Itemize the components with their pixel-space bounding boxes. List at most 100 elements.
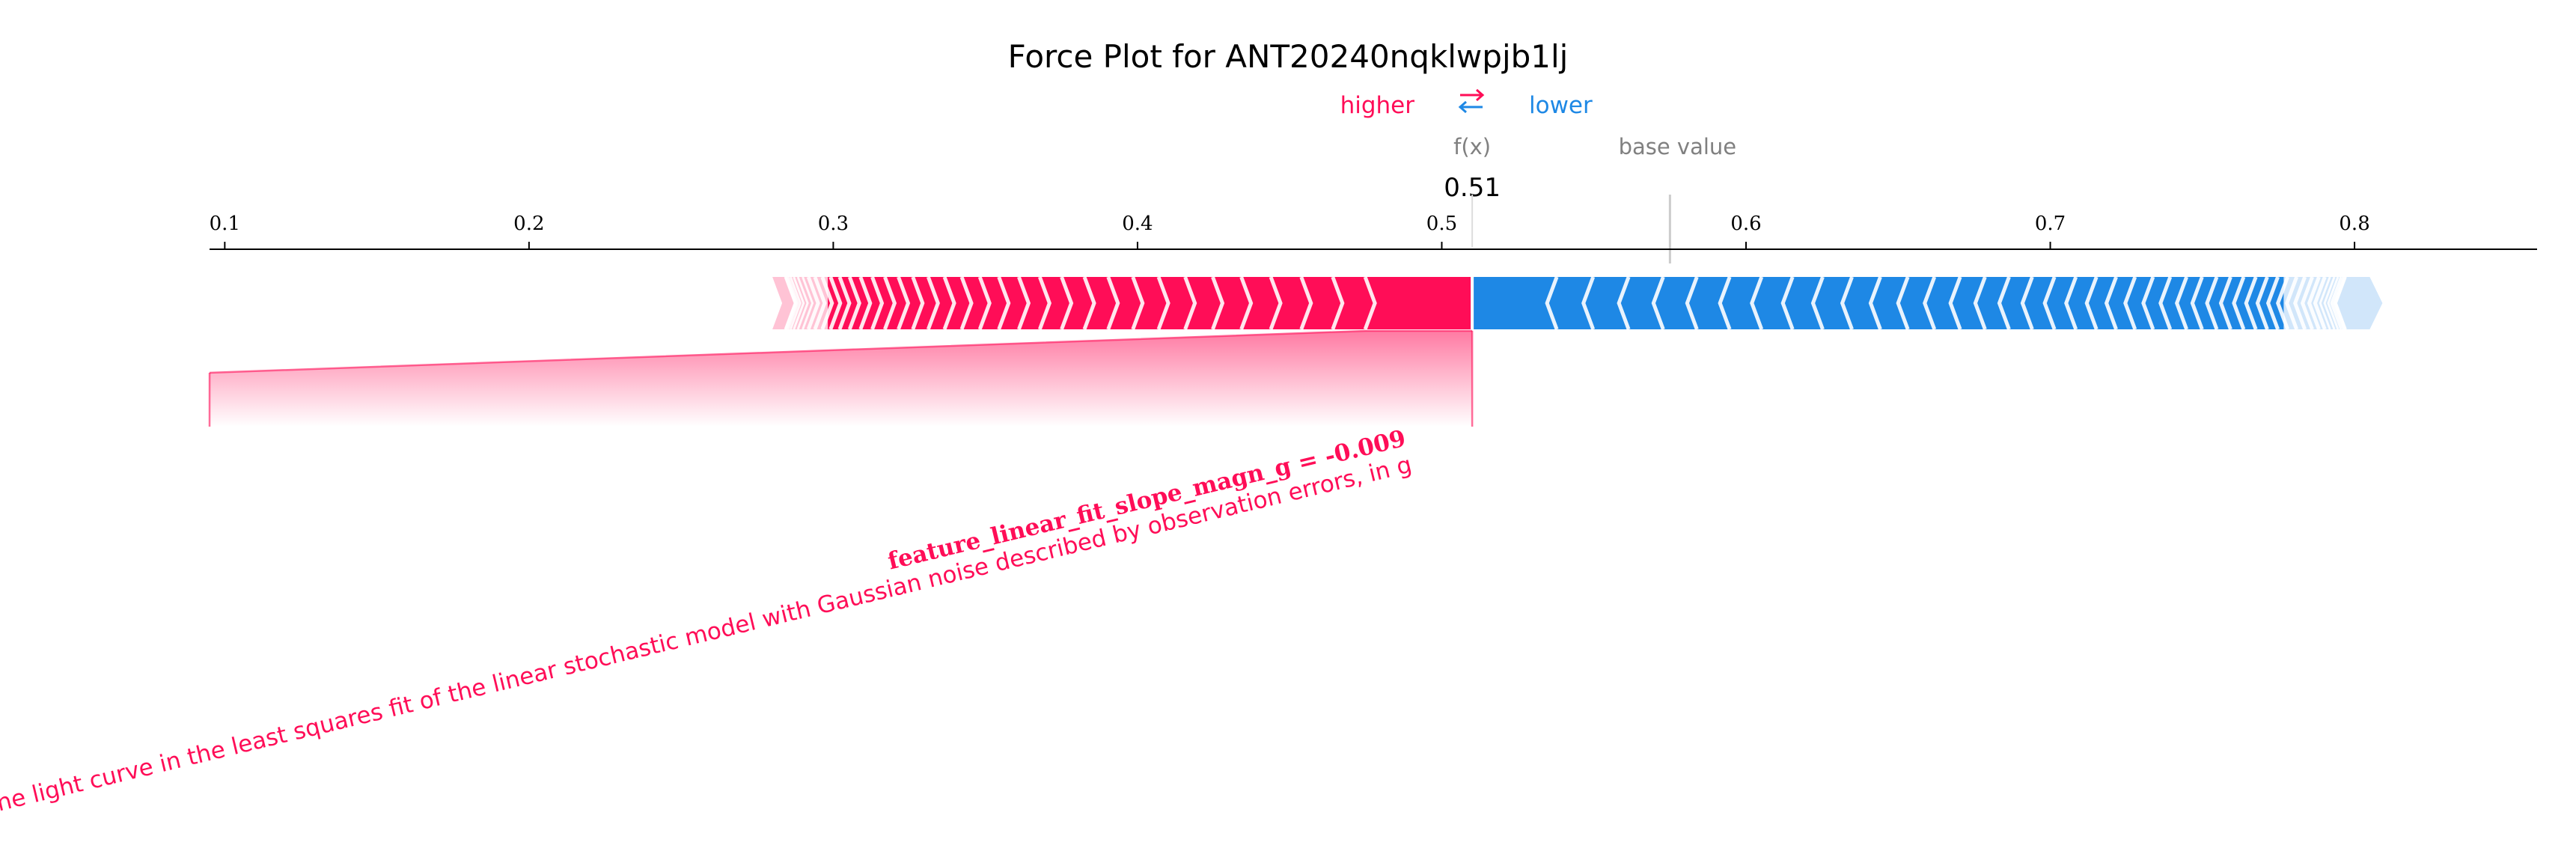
negative-segment-separator bbox=[2123, 276, 2137, 330]
positive-segment-separator bbox=[793, 276, 805, 330]
base-value-label: base value bbox=[1619, 134, 1737, 159]
positive-segment-separator bbox=[787, 276, 799, 330]
positive-segment-separator bbox=[1156, 276, 1171, 330]
negative-segment-separator bbox=[2327, 276, 2340, 330]
positive-segment-separator bbox=[785, 276, 798, 330]
x-tick-label: 0.6 bbox=[1730, 213, 1761, 235]
negative-segment-separator bbox=[2042, 276, 2057, 330]
negative-segment-separator bbox=[2285, 276, 2299, 330]
positive-segment-separator bbox=[1331, 276, 1345, 330]
negative-segment-separator bbox=[1948, 276, 1962, 330]
x-tick-label: 0.3 bbox=[818, 213, 849, 235]
positive-segment-separator bbox=[926, 276, 940, 330]
negative-segment-separator bbox=[1868, 276, 1882, 330]
negative-segment-separator bbox=[2293, 276, 2307, 330]
negative-segment-separator bbox=[2319, 276, 2331, 330]
positive-segment-separator bbox=[1017, 276, 1031, 330]
negative-segment-separator bbox=[2334, 276, 2347, 330]
x-tick-label: 0.8 bbox=[2339, 213, 2369, 235]
negative-segment-separator bbox=[1810, 276, 1825, 330]
positive-segment-separator bbox=[1299, 276, 1313, 330]
positive-segment-separator bbox=[828, 276, 843, 330]
negative-segment-separator bbox=[1923, 276, 1937, 330]
positive-segment-separator bbox=[1060, 276, 1074, 330]
positive-segment-separator bbox=[789, 276, 802, 330]
chart-title: Force Plot for ANT20240nqklwpjb1lj bbox=[1008, 38, 1569, 75]
positive-segment-separator bbox=[911, 276, 925, 330]
negative-segment-separator bbox=[1997, 276, 2011, 330]
negative-segment-separator bbox=[2205, 276, 2219, 330]
positive-segment-separator bbox=[847, 276, 861, 330]
positive-segment-separator bbox=[820, 276, 834, 330]
feature-connector-fill bbox=[210, 331, 1473, 427]
negative-segment-separator bbox=[2244, 276, 2258, 330]
positive-segment-separator bbox=[959, 276, 974, 330]
x-tick-label: 0.2 bbox=[513, 213, 544, 235]
negative-segment-separator bbox=[2190, 276, 2204, 330]
negative-segment-separator bbox=[1750, 276, 1764, 330]
positive-segment-separator bbox=[942, 276, 956, 330]
positive-segment-separator bbox=[1131, 276, 1145, 330]
legend-lower-label: lower bbox=[1529, 92, 1593, 119]
positive-segment-separator bbox=[1037, 276, 1052, 330]
positive-segment-separator bbox=[870, 276, 885, 330]
positive-segment-separator bbox=[796, 276, 809, 330]
negative-segment-separator bbox=[1896, 276, 1910, 330]
negative-segment-separator bbox=[2232, 276, 2246, 330]
x-axis-ticks: 0.1 0.2 0.3 0.4 0.5 0.6 0.7 0.8 bbox=[210, 213, 2370, 249]
negative-segment-separator bbox=[1973, 276, 1987, 330]
negative-force-bar bbox=[1471, 276, 2383, 330]
negative-segment-separator bbox=[1617, 276, 1631, 330]
negative-segment-separator bbox=[2084, 276, 2099, 330]
negative-segment-separator bbox=[2104, 276, 2118, 330]
positive-segment-separator bbox=[997, 276, 1011, 330]
positive-segment-separator bbox=[813, 276, 827, 330]
negative-segment-separator bbox=[2158, 276, 2173, 330]
negative-segment-separator bbox=[2323, 276, 2336, 330]
negative-segment-separator bbox=[1545, 276, 1559, 330]
legend-higher-label: higher bbox=[1340, 92, 1415, 119]
positive-bar-body bbox=[828, 277, 1473, 329]
negative-segment-separator bbox=[2313, 276, 2327, 330]
feature-description-label: The slope of the light curve in the leas… bbox=[0, 451, 1414, 854]
negative-segment-separator bbox=[2265, 276, 2280, 330]
positive-segment-separator bbox=[806, 276, 820, 330]
negative-segment-separator bbox=[2307, 276, 2321, 330]
negative-segment-separator bbox=[2218, 276, 2232, 330]
negative-segment-separator bbox=[1780, 276, 1795, 330]
negative-segment-separator bbox=[2276, 276, 2290, 330]
positive-segment-separator bbox=[837, 276, 852, 330]
negative-segment-separator bbox=[1581, 276, 1596, 330]
feature-name-label: feature_linear_fit_slope_magn_g = -0.009 bbox=[885, 425, 1408, 576]
positive-segment-separator bbox=[1211, 276, 1225, 330]
positive-segment-separator bbox=[802, 276, 814, 330]
positive-segment-separator bbox=[1239, 276, 1254, 330]
negative-segment-separator bbox=[2330, 276, 2342, 330]
fx-label: f(x) bbox=[1453, 134, 1491, 159]
positive-segment-separator bbox=[1183, 276, 1197, 330]
x-tick-label: 0.4 bbox=[1122, 213, 1153, 235]
negative-segment-separator bbox=[2255, 276, 2269, 330]
x-tick-label: 0.7 bbox=[2035, 213, 2066, 235]
negative-segment-separator bbox=[2064, 276, 2078, 330]
negative-segment-separator bbox=[1840, 276, 1854, 330]
negative-segment-separator bbox=[1718, 276, 1732, 330]
positive-segment-separator bbox=[1106, 276, 1120, 330]
positive-segment-separator bbox=[858, 276, 873, 330]
positive-segment-separator bbox=[897, 276, 911, 330]
positive-segment-separator bbox=[1269, 276, 1283, 330]
positive-segment-separator bbox=[977, 276, 992, 330]
negative-segment-separator bbox=[2174, 276, 2188, 330]
negative-segment-separator bbox=[2300, 276, 2314, 330]
x-tick-label: 0.5 bbox=[1426, 213, 1457, 235]
negative-segment-separator bbox=[1651, 276, 1665, 330]
positive-force-bar bbox=[772, 276, 1473, 330]
positive-segment-separator bbox=[883, 276, 897, 330]
positive-segment-separator bbox=[1082, 276, 1096, 330]
negative-segment-separator bbox=[2141, 276, 2155, 330]
positive-segment-separator bbox=[1363, 276, 1377, 330]
negative-segment-separator bbox=[1685, 276, 1699, 330]
swap-arrows-icon bbox=[1458, 88, 1485, 114]
negative-segment-separator bbox=[2020, 276, 2034, 330]
